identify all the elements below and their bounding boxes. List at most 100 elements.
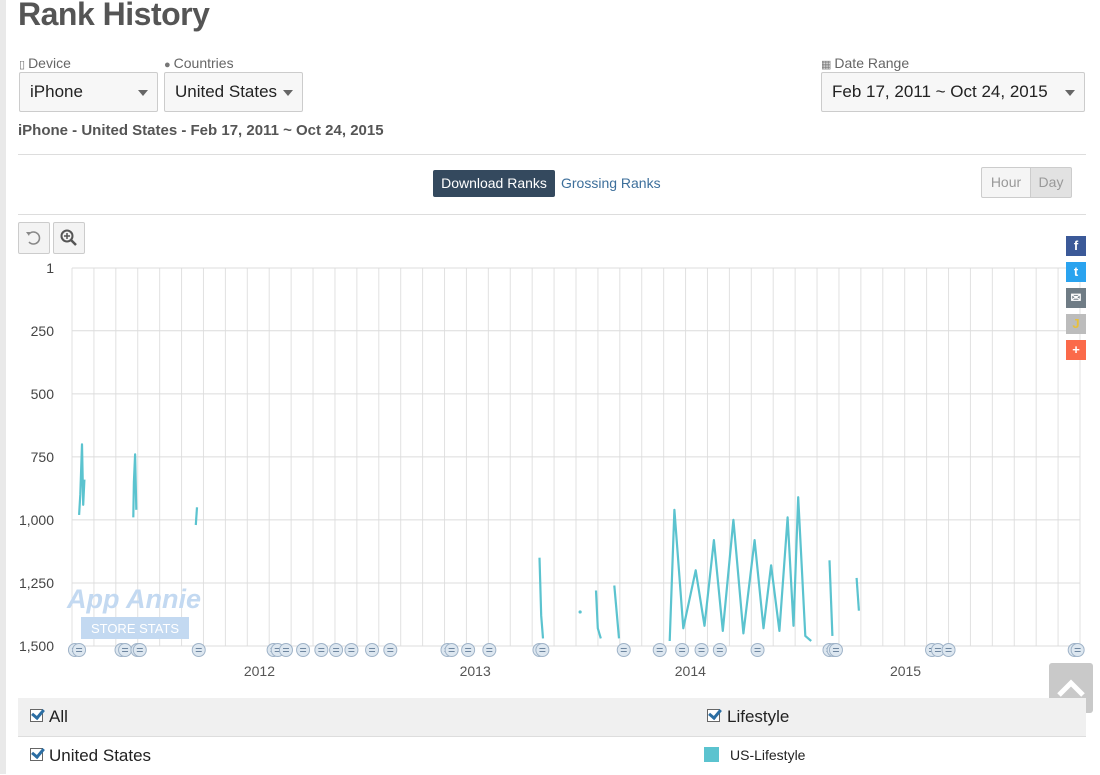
legend-row-category: All Lifestyle	[18, 698, 1086, 737]
annotation-marker-bubble	[444, 643, 459, 657]
download-ranks-tab[interactable]: Download Ranks	[433, 170, 555, 197]
annotation-marker-icon	[132, 643, 147, 657]
series-line-segment	[613, 585, 621, 639]
all-checkbox[interactable]	[30, 709, 43, 722]
y-tick-label: 750	[31, 449, 55, 465]
annotation-marker-icon	[750, 643, 765, 657]
undo-icon	[26, 231, 41, 245]
annotation-marker-icon	[1070, 643, 1085, 657]
annotation-marker-bubble	[941, 643, 956, 657]
grossing-ranks-tab[interactable]: Grossing Ranks	[561, 175, 661, 191]
annotation-marker-bubble	[118, 643, 133, 657]
globe-icon: ●	[164, 59, 171, 71]
annotation-marker-bubble	[329, 643, 344, 657]
divider	[18, 154, 1086, 155]
chart-grid	[71, 267, 1081, 647]
annotation-marker-icon	[675, 643, 690, 657]
page-title: Rank History	[18, 0, 210, 32]
divider	[18, 214, 1086, 215]
zoom-button[interactable]	[53, 222, 85, 254]
twitter-share-icon[interactable]: t	[1066, 262, 1086, 282]
annotation-marker-icon	[482, 643, 497, 657]
united-states-checkbox[interactable]	[30, 748, 43, 761]
y-tick-label: 1,000	[19, 512, 54, 528]
annotation-marker-bubble	[132, 643, 147, 657]
annotation-marker-bubble	[365, 643, 380, 657]
annotation-marker-icon	[712, 643, 727, 657]
date-range-select[interactable]: Feb 17, 2011 ~ Oct 24, 2015	[821, 72, 1085, 112]
chevron-down-icon	[138, 90, 148, 96]
annotation-marker-icon	[191, 643, 206, 657]
annotation-marker-icon	[329, 643, 344, 657]
annotation-marker-bubble	[314, 643, 329, 657]
annotation-marker-icon	[616, 643, 631, 657]
watermark-band	[81, 617, 189, 639]
y-tick-label: 250	[31, 323, 55, 339]
annotation-marker-bubble	[694, 643, 709, 657]
annotation-marker-bubble	[191, 643, 206, 657]
annotation-marker-bubble	[616, 643, 631, 657]
more-share-icon[interactable]: +	[1066, 340, 1086, 360]
all-label: All	[49, 707, 68, 726]
series-color-swatch[interactable]	[704, 747, 719, 762]
annotation-marker-icon	[652, 643, 667, 657]
series-label: US-Lifestyle	[730, 747, 806, 763]
day-toggle[interactable]: Day	[1030, 167, 1072, 198]
annotation-marker-icon	[694, 643, 709, 657]
annotation-marker-icon	[941, 643, 956, 657]
series-point	[578, 610, 582, 614]
reset-zoom-button[interactable]	[18, 222, 50, 254]
bookmark-share-icon[interactable]: J	[1066, 314, 1086, 334]
legend-row-country: United States US-Lifestyle	[18, 737, 1086, 775]
series-line-segment	[132, 453, 138, 518]
annotation-marker-bubble	[344, 643, 359, 657]
annotation-marker-icon	[314, 643, 329, 657]
countries-select[interactable]: United States	[164, 72, 303, 112]
annotation-marker-bubble	[535, 643, 550, 657]
hour-toggle[interactable]: Hour	[981, 167, 1031, 198]
annotation-marker-bubble	[750, 643, 765, 657]
annotation-marker-bubble	[828, 643, 843, 657]
y-axis: 1 250 500 750 1,000 1,250 1,500	[19, 260, 54, 654]
zoom-in-icon	[60, 229, 77, 246]
annotation-marker-bubble	[482, 643, 497, 657]
annotation-marker-bubble	[1070, 643, 1085, 657]
chart-subtitle: iPhone - United States - Feb 17, 2011 ~ …	[18, 122, 384, 139]
phone-icon: ▯	[19, 59, 26, 71]
series-line-segment	[594, 590, 602, 639]
facebook-share-icon[interactable]: f	[1066, 236, 1086, 256]
y-tick-label: 1,250	[19, 575, 54, 591]
annotation-marker-icon	[344, 643, 359, 657]
left-edge-bar	[0, 0, 6, 774]
countries-label: ● Countries	[164, 55, 234, 71]
y-tick-label: 1,500	[19, 638, 54, 654]
series-line-segment	[538, 557, 545, 639]
annotation-marker-icon	[535, 643, 550, 657]
date-range-label: ▦ Date Range	[821, 55, 910, 71]
annotation-marker-icon	[828, 643, 843, 657]
series-line-segment	[828, 560, 834, 636]
annotation-marker-bubble	[461, 643, 476, 657]
device-select[interactable]: iPhone	[19, 72, 158, 112]
y-tick-label: 500	[31, 386, 55, 402]
annotation-marker-icon	[461, 643, 476, 657]
chevron-up-icon	[1057, 679, 1085, 697]
annotation-marker-bubble	[652, 643, 667, 657]
x-tick-label: 2015	[890, 663, 921, 679]
lifestyle-checkbox[interactable]	[707, 709, 720, 722]
series-line-segment	[855, 577, 860, 611]
annotation-marker-icon	[365, 643, 380, 657]
series-line-segment	[78, 443, 86, 515]
annotation-marker-bubble	[383, 643, 398, 657]
device-label: ▯ Device	[19, 55, 71, 71]
x-tick-label: 2013	[460, 663, 491, 679]
annotation-marker-icon	[296, 643, 311, 657]
email-share-icon[interactable]: ✉	[1066, 288, 1086, 308]
x-tick-label: 2014	[675, 663, 706, 679]
watermark: App Annie STORE STATS	[66, 584, 201, 639]
annotation-marker-bubble	[72, 643, 87, 657]
lifestyle-label: Lifestyle	[727, 707, 790, 726]
annotation-marker-bubble	[675, 643, 690, 657]
x-tick-label: 2012	[244, 663, 275, 679]
series-line-segment	[194, 507, 199, 526]
